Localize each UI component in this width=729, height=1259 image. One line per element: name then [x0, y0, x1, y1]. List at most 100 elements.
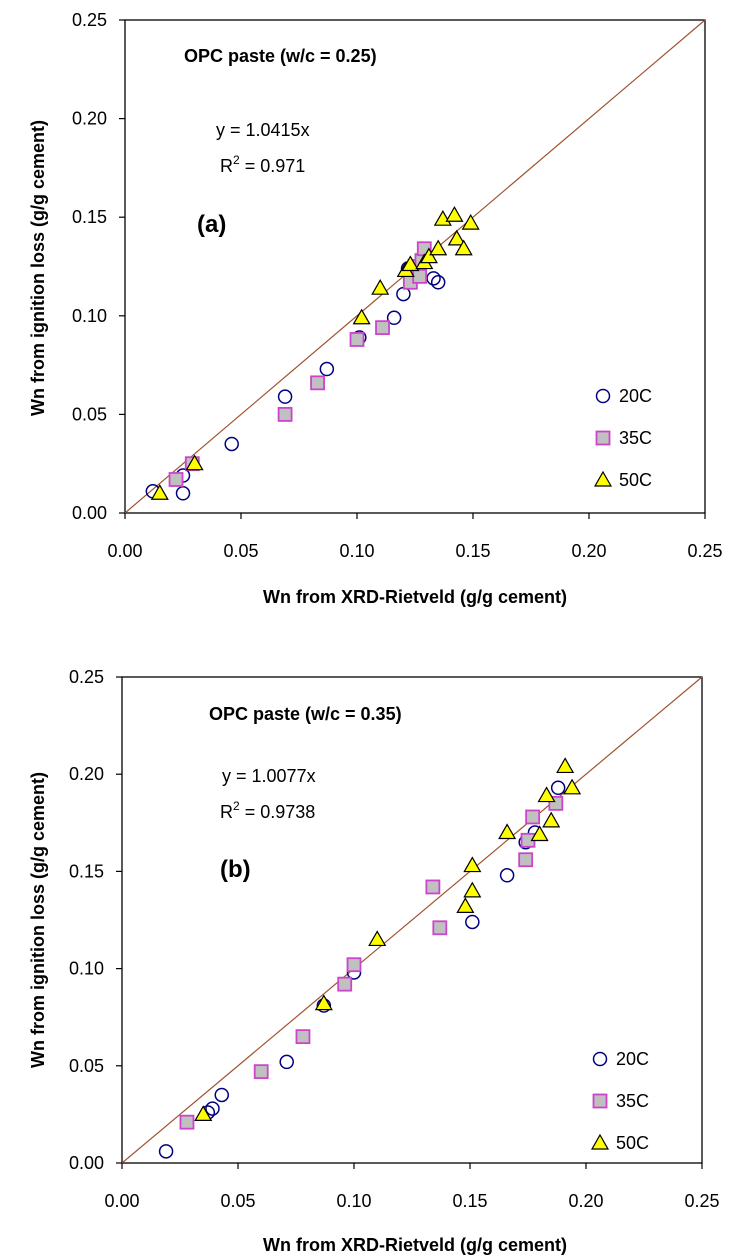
data-point: [537, 786, 556, 803]
data-point: [419, 247, 438, 264]
data-point: [530, 825, 549, 842]
data-point: [295, 1029, 311, 1045]
data-point: [150, 484, 169, 500]
data-point: [518, 852, 534, 868]
data-point: [277, 406, 293, 422]
y-tick-label: 0.20: [72, 109, 107, 129]
data-point: [563, 778, 582, 795]
legend-label: 35C: [616, 1091, 649, 1111]
data-point: [194, 1105, 213, 1122]
data-point: [175, 486, 191, 501]
data-point: [461, 213, 480, 230]
plot-area-frame: [124, 19, 706, 514]
x-axis-title: Wn from XRD-Rietveld (g/g cement): [263, 587, 567, 607]
x-tick-label: 0.15: [455, 541, 490, 561]
x-tick-label: 0.05: [220, 1191, 255, 1211]
y-tick-label: 0.25: [72, 10, 107, 30]
y-tick-label: 0.00: [72, 503, 107, 523]
data-point: [337, 976, 353, 992]
legend-label: 20C: [619, 386, 652, 406]
data-point: [550, 780, 566, 796]
x-tick-label: 0.00: [104, 1191, 139, 1211]
data-point: [253, 1064, 269, 1080]
x-axis-title: Wn from XRD-Rietveld (g/g cement): [263, 1235, 567, 1255]
data-point: [371, 278, 390, 295]
data-point: [310, 375, 325, 391]
y-tick-label: 0.15: [69, 861, 104, 881]
data-point: [456, 897, 475, 913]
data-point: [346, 957, 362, 973]
data-point: [445, 206, 464, 222]
data-point: [556, 757, 575, 774]
data-point: [425, 879, 441, 895]
y-tick-label: 0.20: [69, 764, 104, 784]
legend-marker: [593, 470, 613, 487]
data-point: [279, 1054, 294, 1070]
chart-panel-b: 0.00 0.05 0.10 0.15 0.20 0.25 0.00 0.05 0.10 0.15…: [28, 667, 720, 1255]
panel-label: (b): [220, 856, 251, 883]
panel-label: (a): [197, 211, 226, 238]
data-point: [224, 436, 239, 452]
data-point: [368, 930, 387, 947]
regression-equation: y = 1.0077x: [222, 766, 316, 786]
data-point: [463, 856, 482, 873]
chart-title: OPC paste (w/c = 0.25): [184, 46, 377, 66]
series-50C: [194, 757, 582, 1122]
r-squared-value: R2 = 0.971: [220, 153, 305, 176]
data-point: [205, 1101, 220, 1116]
data-point: [168, 472, 184, 487]
series-35C: [179, 795, 564, 1130]
y-tick-label: 0.15: [72, 207, 107, 227]
series-50C: [150, 206, 480, 500]
legend-label: 50C: [619, 470, 652, 490]
x-tick-label: 0.25: [684, 1191, 719, 1211]
data-point: [401, 255, 420, 272]
data-point: [314, 994, 333, 1011]
x-tick-label: 0.20: [571, 541, 606, 561]
legend-label: 20C: [616, 1049, 649, 1069]
data-point: [386, 310, 402, 326]
data-point: [432, 920, 448, 936]
y-axis-title: Wn from ignition loss (g/g cement): [28, 772, 48, 1068]
data-point: [319, 361, 335, 377]
y-tick-label: 0.00: [69, 1153, 104, 1173]
x-tick-label: 0.20: [568, 1191, 603, 1211]
x-tick-label: 0.10: [336, 1191, 371, 1211]
y-tick-label: 0.10: [72, 306, 107, 326]
x-tick-label: 0.05: [223, 541, 258, 561]
y-tick-label: 0.05: [72, 404, 107, 424]
x-tick-label: 0.00: [107, 541, 142, 561]
plot-area-frame: [121, 676, 703, 1164]
trend-line: [121, 676, 703, 1164]
regression-equation: y = 1.0415x: [216, 120, 310, 140]
legend-marker: [592, 1051, 608, 1067]
data-point: [430, 275, 446, 290]
legend-label: 50C: [616, 1133, 649, 1153]
chart-panel-a: 0.00 0.05 0.10 0.15 0.20 0.25 0.00 0.05 0.10 0.15…: [28, 10, 723, 607]
data-point: [412, 268, 428, 284]
chart-title: OPC paste (w/c = 0.35): [209, 704, 402, 724]
data-point: [499, 868, 515, 883]
r-squared-value: R2 = 0.9738: [220, 799, 315, 822]
legend-marker: [595, 388, 611, 404]
data-point: [498, 823, 517, 840]
data-point: [185, 454, 204, 471]
data-point: [214, 1087, 230, 1103]
data-point: [158, 1144, 174, 1159]
data-point: [463, 881, 482, 898]
x-tick-label: 0.15: [452, 1191, 487, 1211]
legend-marker: [595, 430, 611, 446]
data-point: [429, 239, 448, 256]
y-axis-title: Wn from ignition loss (g/g cement): [28, 120, 48, 416]
data-point: [375, 320, 390, 336]
data-point: [349, 332, 365, 347]
x-tick-label: 0.10: [339, 541, 374, 561]
data-point: [352, 308, 371, 325]
data-point: [525, 809, 541, 825]
data-point: [179, 1114, 195, 1130]
data-point: [426, 271, 441, 286]
y-tick-label: 0.05: [69, 1056, 104, 1076]
x-tick-label: 0.25: [687, 541, 722, 561]
legend-label: 35C: [619, 428, 652, 448]
